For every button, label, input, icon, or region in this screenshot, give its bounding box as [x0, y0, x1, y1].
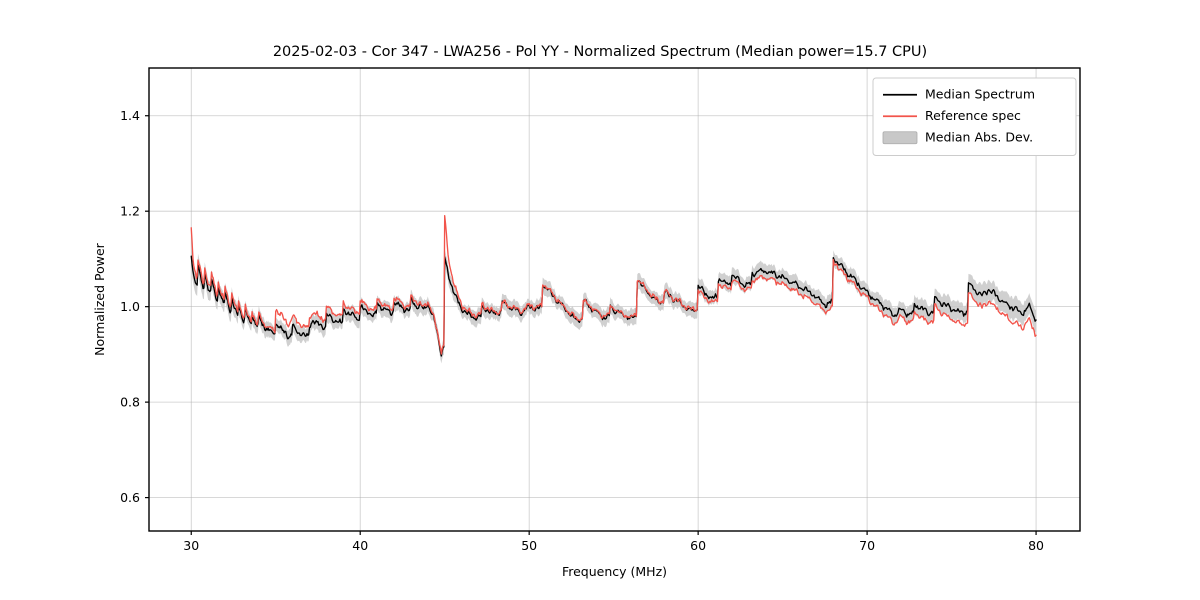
legend-box — [872, 77, 1077, 156]
y-tick-label: 1.2 — [120, 204, 140, 219]
x-axis-label: Frequency (MHz) — [562, 564, 667, 579]
y-tick-label: 0.8 — [120, 395, 140, 410]
legend-swatch-band — [882, 131, 918, 145]
y-tick-label: 0.6 — [120, 490, 140, 505]
plot-border — [148, 67, 1081, 532]
x-tick-label: 80 — [1028, 538, 1044, 553]
x-tick-label: 40 — [352, 538, 368, 553]
y-tick-label: 1.4 — [120, 108, 140, 123]
x-tick-label: 60 — [690, 538, 706, 553]
legend-item[interactable]: Reference spec — [883, 108, 1021, 123]
x-tick-label: 50 — [521, 538, 537, 553]
legend-item[interactable]: Median Abs. Dev. — [882, 129, 1033, 145]
x-tick-label: 70 — [859, 538, 875, 553]
reference-spec-line — [190, 214, 1037, 355]
legend[interactable]: Median Spectrum Reference spec Median Abs.… — [872, 77, 1077, 156]
y-axis-label: Normalized Power — [92, 242, 107, 356]
y-axis-ticks: 0.6 0.8 1.0 1.2 1.4 — [120, 108, 149, 505]
legend-item[interactable]: Median Spectrum — [883, 86, 1035, 101]
legend-item-label: Median Spectrum — [925, 86, 1035, 101]
median-spectrum-line — [190, 255, 1037, 357]
median-abs-dev-band — [191, 245, 1037, 364]
x-axis-ticks: 30 40 50 60 70 80 — [183, 531, 1044, 553]
y-tick-label: 1.0 — [120, 299, 140, 314]
page-title: 2025-02-03 - Cor 347 - LWA256 - Pol YY -… — [272, 44, 928, 60]
legend-item-label: Reference spec — [925, 108, 1021, 123]
x-tick-label: 30 — [183, 538, 199, 553]
legend-item-label: Median Abs. Dev. — [925, 129, 1033, 144]
